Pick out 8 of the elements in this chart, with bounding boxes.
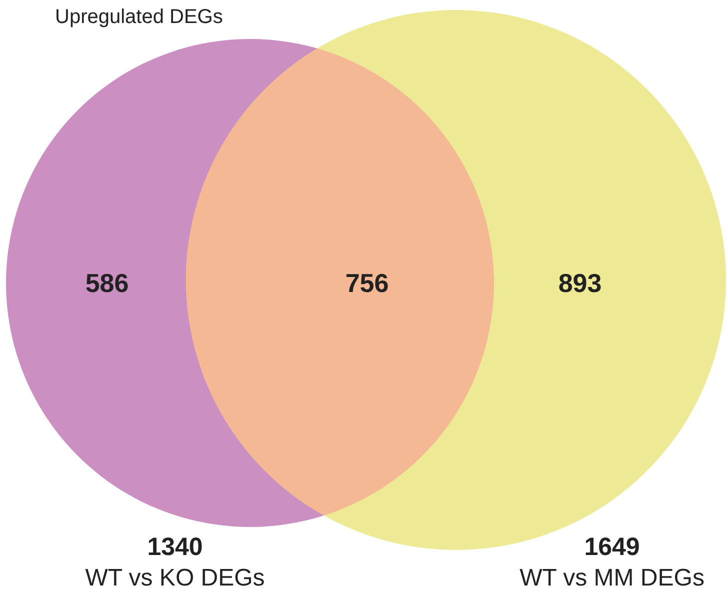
text: 1649 — [584, 533, 640, 561]
text: WT vs MM DEGs — [520, 564, 704, 592]
text: WT vs KO DEGs — [85, 564, 265, 592]
data-label: 893 — [558, 268, 602, 298]
data-label: 756 — [345, 268, 389, 298]
data-label: 586 — [85, 268, 129, 298]
text: Upregulated DEGs — [55, 6, 223, 28]
text: 1340 — [147, 533, 203, 561]
